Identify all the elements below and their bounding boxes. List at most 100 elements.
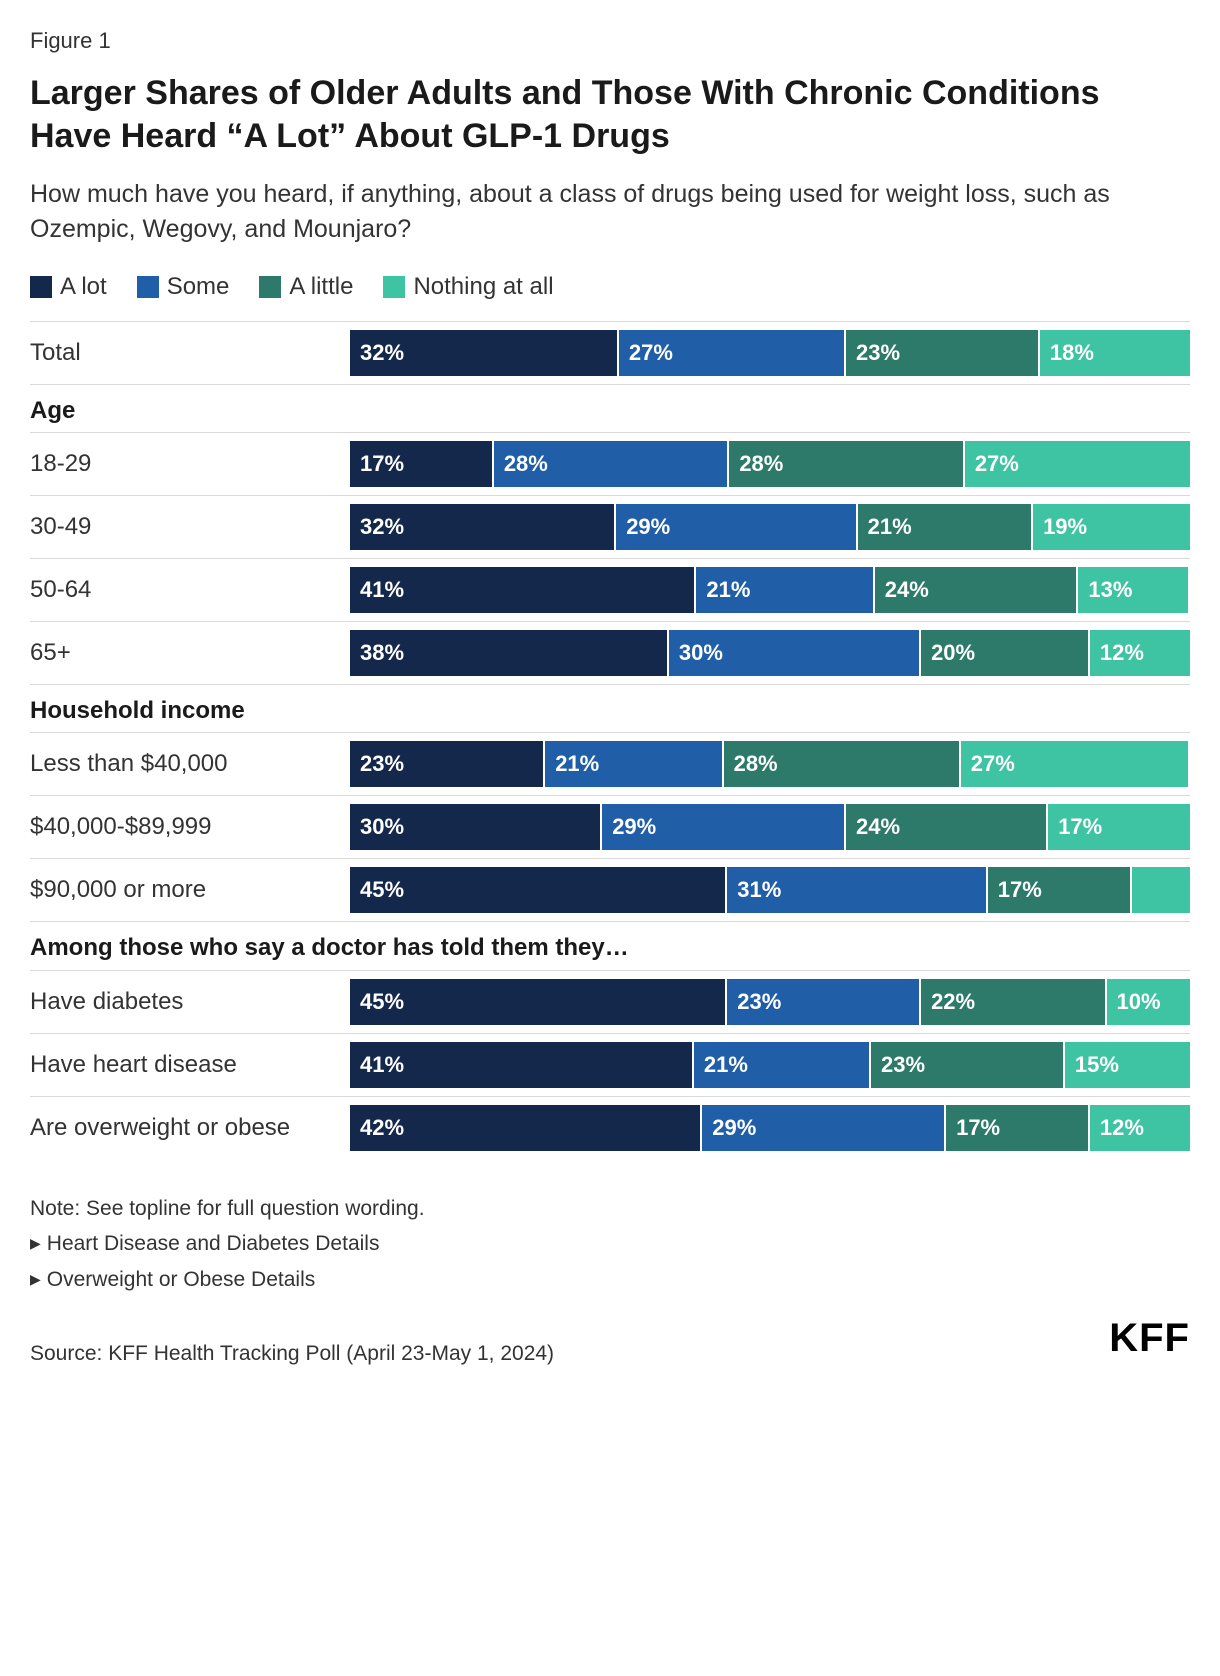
bar-segment: 10% [1107, 979, 1190, 1025]
chart-row: 18-2917%28%28%27% [30, 441, 1190, 487]
brand-logo: KFF [1109, 1304, 1190, 1372]
bar-segment: 32% [350, 330, 617, 376]
disclosure-label: Overweight or Obese Details [47, 1262, 315, 1298]
disclosure-toggle[interactable]: ▶Overweight or Obese Details [30, 1262, 1190, 1298]
bar-segment: 23% [727, 979, 919, 1025]
bar-segment: 19% [1033, 504, 1190, 550]
bar-segment: 29% [602, 804, 844, 850]
chart-row: $40,000-$89,99930%29%24%17% [30, 804, 1190, 850]
bar-segment: 13% [1078, 567, 1187, 613]
bar-segment: 23% [871, 1042, 1063, 1088]
legend-swatch [383, 276, 405, 298]
chart-row: 65+38%30%20%12% [30, 630, 1190, 676]
bar-segment: 27% [965, 441, 1190, 487]
footer-source: Source: KFF Health Tracking Poll (April … [30, 1336, 554, 1372]
row-bar: 23%21%28%27% [350, 741, 1190, 787]
bar-segment: 12% [1090, 1105, 1190, 1151]
chart-subtitle: How much have you heard, if anything, ab… [30, 177, 1190, 247]
row-label: Less than $40,000 [30, 750, 350, 778]
row-bar: 32%27%23%18% [350, 330, 1190, 376]
bar-segment [1132, 867, 1190, 913]
bar-segment: 24% [875, 567, 1077, 613]
bar-segment: 41% [350, 567, 694, 613]
bar-segment: 15% [1065, 1042, 1190, 1088]
bar-segment: 17% [946, 1105, 1088, 1151]
bar-segment: 27% [961, 741, 1188, 787]
bar-segment: 23% [846, 330, 1038, 376]
bar-segment: 12% [1090, 630, 1190, 676]
bar-segment: 17% [988, 867, 1130, 913]
bar-segment: 45% [350, 867, 725, 913]
disclosure-toggle[interactable]: ▶Heart Disease and Diabetes Details [30, 1226, 1190, 1262]
row-label: Are overweight or obese [30, 1114, 350, 1142]
bar-segment: 30% [350, 804, 600, 850]
row-label: Total [30, 339, 350, 367]
row-label: $90,000 or more [30, 876, 350, 904]
disclosure-label: Heart Disease and Diabetes Details [47, 1226, 380, 1262]
row-bar: 41%21%23%15% [350, 1042, 1190, 1088]
chart-row: Are overweight or obese42%29%17%12% [30, 1105, 1190, 1151]
row-bar: 42%29%17%12% [350, 1105, 1190, 1151]
legend-item: A lot [30, 273, 107, 301]
legend-item: Nothing at all [383, 273, 553, 301]
bar-segment: 21% [545, 741, 721, 787]
footer-note: Note: See topline for full question word… [30, 1191, 1190, 1227]
row-label: $40,000-$89,999 [30, 813, 350, 841]
bar-segment: 28% [724, 741, 959, 787]
bar-segment: 17% [1048, 804, 1190, 850]
bar-segment: 41% [350, 1042, 692, 1088]
bar-segment: 21% [858, 504, 1031, 550]
chart-row: Have heart disease41%21%23%15% [30, 1042, 1190, 1088]
bar-segment: 30% [669, 630, 919, 676]
group-header: Among those who say a doctor has told th… [30, 932, 1190, 963]
legend-item: Some [137, 273, 230, 301]
stacked-bar-chart: Total32%27%23%18%Age18-2917%28%28%27%30-… [30, 321, 1190, 1159]
bar-segment: 38% [350, 630, 667, 676]
chart-title: Larger Shares of Older Adults and Those … [30, 72, 1190, 157]
row-bar: 38%30%20%12% [350, 630, 1190, 676]
bar-segment: 17% [350, 441, 492, 487]
chart-footer: Note: See topline for full question word… [30, 1191, 1190, 1372]
row-label: 30-49 [30, 513, 350, 541]
row-bar: 45%31%17% [350, 867, 1190, 913]
bar-segment: 23% [350, 741, 543, 787]
bar-segment: 28% [494, 441, 728, 487]
row-label: 18-29 [30, 450, 350, 478]
bar-segment: 22% [921, 979, 1104, 1025]
legend-swatch [137, 276, 159, 298]
row-label: 65+ [30, 639, 350, 667]
bar-segment: 27% [619, 330, 844, 376]
triangle-right-icon: ▶ [30, 1268, 41, 1292]
row-label: Have heart disease [30, 1051, 350, 1079]
bar-segment: 32% [350, 504, 614, 550]
bar-segment: 45% [350, 979, 725, 1025]
legend-label: Some [167, 273, 230, 301]
chart-row: Less than $40,00023%21%28%27% [30, 741, 1190, 787]
chart-row: 50-6441%21%24%13% [30, 567, 1190, 613]
legend-swatch [30, 276, 52, 298]
bar-segment: 20% [921, 630, 1088, 676]
group-header: Age [30, 395, 1190, 426]
row-label: Have diabetes [30, 988, 350, 1016]
chart-row: 30-4932%29%21%19% [30, 504, 1190, 550]
bar-segment: 42% [350, 1105, 700, 1151]
row-label: 50-64 [30, 576, 350, 604]
row-bar: 17%28%28%27% [350, 441, 1190, 487]
group-header: Household income [30, 695, 1190, 726]
bar-segment: 31% [727, 867, 986, 913]
legend-swatch [259, 276, 281, 298]
bar-segment: 29% [702, 1105, 944, 1151]
legend-label: A little [289, 273, 353, 301]
bar-segment: 24% [846, 804, 1046, 850]
legend-item: A little [259, 273, 353, 301]
row-bar: 41%21%24%13% [350, 567, 1190, 613]
bar-segment: 18% [1040, 330, 1190, 376]
row-bar: 32%29%21%19% [350, 504, 1190, 550]
bar-segment: 21% [694, 1042, 869, 1088]
triangle-right-icon: ▶ [30, 1232, 41, 1256]
bar-segment: 21% [696, 567, 872, 613]
row-bar: 45%23%22%10% [350, 979, 1190, 1025]
bar-segment: 28% [729, 441, 963, 487]
row-bar: 30%29%24%17% [350, 804, 1190, 850]
bar-segment: 29% [616, 504, 855, 550]
